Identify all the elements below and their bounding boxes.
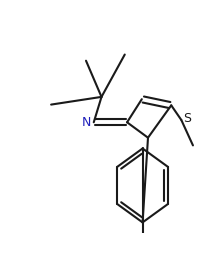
Text: S: S	[184, 112, 192, 125]
Text: N: N	[81, 116, 91, 129]
